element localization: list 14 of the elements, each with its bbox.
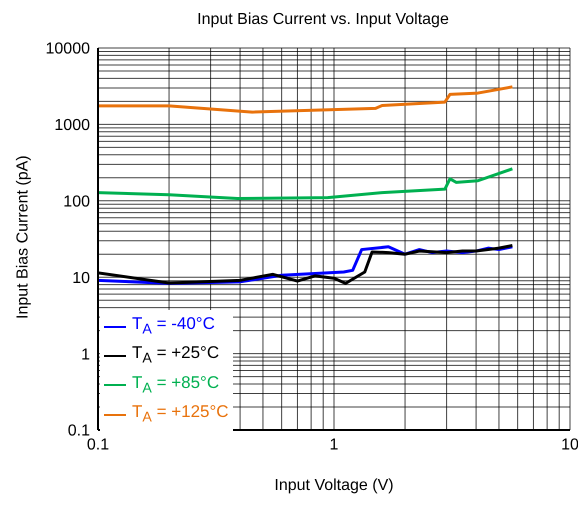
x-axis-title: Input Voltage (V) — [274, 477, 394, 494]
y-axis-title: Input Bias Current (pA) — [14, 155, 32, 319]
x-tick-label: 10 — [561, 436, 579, 454]
x-tick-label: 1 — [330, 436, 339, 454]
chart-title: Input Bias Current vs. Input Voltage — [196, 10, 450, 30]
legend-label: T$_{A}$ = +25°C — [132, 342, 220, 369]
legend-label: T$_{A}$ = +85°C — [132, 372, 220, 398]
y-tick-label: 10 — [72, 270, 90, 287]
legend-label: T$_{A}$ = +125°C — [132, 401, 229, 428]
y-tick-label: 10000 — [46, 40, 90, 58]
y-tick-label: 100 — [63, 193, 90, 210]
legend-label: T$_{A}$ = -40°C — [132, 313, 215, 340]
y-tick-label: 1000 — [54, 117, 90, 134]
y-tick-label: 1 — [81, 346, 90, 364]
